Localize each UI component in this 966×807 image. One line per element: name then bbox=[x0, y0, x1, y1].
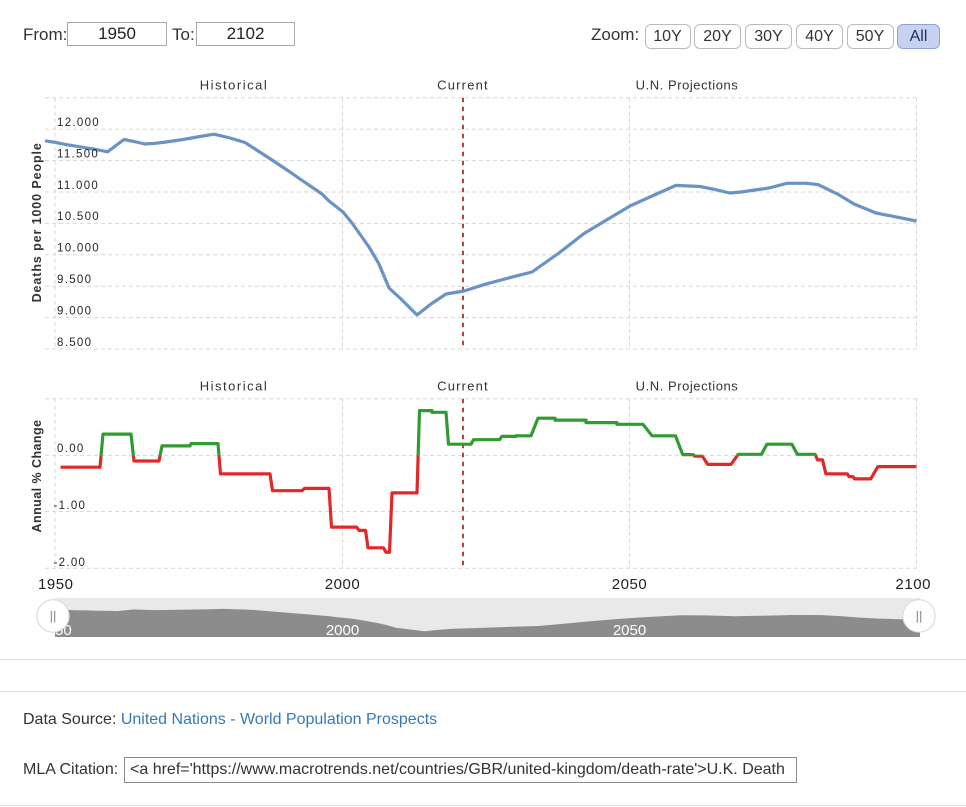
svg-text:8.500: 8.500 bbox=[57, 337, 92, 349]
svg-text:Historical: Historical bbox=[200, 78, 268, 93]
svg-text:2050: 2050 bbox=[613, 622, 646, 639]
svg-text:Deaths per 1000 People: Deaths per 1000 People bbox=[30, 142, 44, 302]
svg-text:11.500: 11.500 bbox=[57, 148, 99, 160]
svg-text:11.000: 11.000 bbox=[57, 180, 99, 192]
svg-text:2000: 2000 bbox=[326, 622, 359, 639]
svg-text:Current: Current bbox=[437, 379, 489, 394]
svg-text:2000: 2000 bbox=[325, 576, 361, 593]
svg-text:Historical: Historical bbox=[200, 379, 268, 394]
svg-text:12.000: 12.000 bbox=[57, 117, 100, 129]
svg-text:U.N. Projections: U.N. Projections bbox=[636, 78, 739, 93]
svg-text:Annual % Change: Annual % Change bbox=[30, 419, 44, 532]
svg-text:U.N. Projections: U.N. Projections bbox=[636, 379, 739, 394]
svg-text:2100: 2100 bbox=[895, 576, 931, 593]
svg-text:2050: 2050 bbox=[612, 576, 648, 593]
svg-text:10.000: 10.000 bbox=[57, 243, 100, 255]
svg-text:Current: Current bbox=[437, 78, 489, 93]
svg-text:9.000: 9.000 bbox=[57, 305, 92, 317]
svg-text:10.500: 10.500 bbox=[57, 211, 100, 223]
svg-text:9.500: 9.500 bbox=[57, 274, 92, 286]
svg-text:1950: 1950 bbox=[38, 576, 74, 593]
svg-text:-1.00: -1.00 bbox=[54, 500, 87, 512]
svg-text:-2.00: -2.00 bbox=[54, 557, 87, 569]
svg-text:0.00: 0.00 bbox=[57, 443, 85, 455]
